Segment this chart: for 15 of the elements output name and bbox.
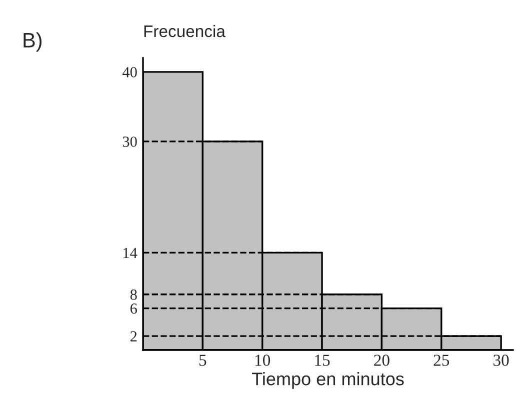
x-tick-label: 25 [434, 354, 450, 366]
x-axis-title: Tiempo en minutos [252, 372, 404, 389]
x-tick-label: 30 [494, 354, 509, 366]
x-tick-label: 20 [374, 354, 390, 366]
x-tick-label: 10 [255, 354, 270, 366]
y-tick-label: 6 [130, 303, 137, 314]
y-axis-title: Frecuencia [144, 24, 226, 38]
y-tick-label: 40 [122, 67, 137, 78]
y-tick-label: 8 [130, 290, 137, 300]
y-tick-label: 30 [122, 136, 137, 147]
y-tick-label: 14 [124, 248, 138, 258]
text: B) [24, 32, 42, 52]
x-tick-label: 15 [315, 354, 330, 366]
y-tick-label: 2 [130, 331, 137, 342]
x-tick-label: 5 [199, 354, 206, 366]
